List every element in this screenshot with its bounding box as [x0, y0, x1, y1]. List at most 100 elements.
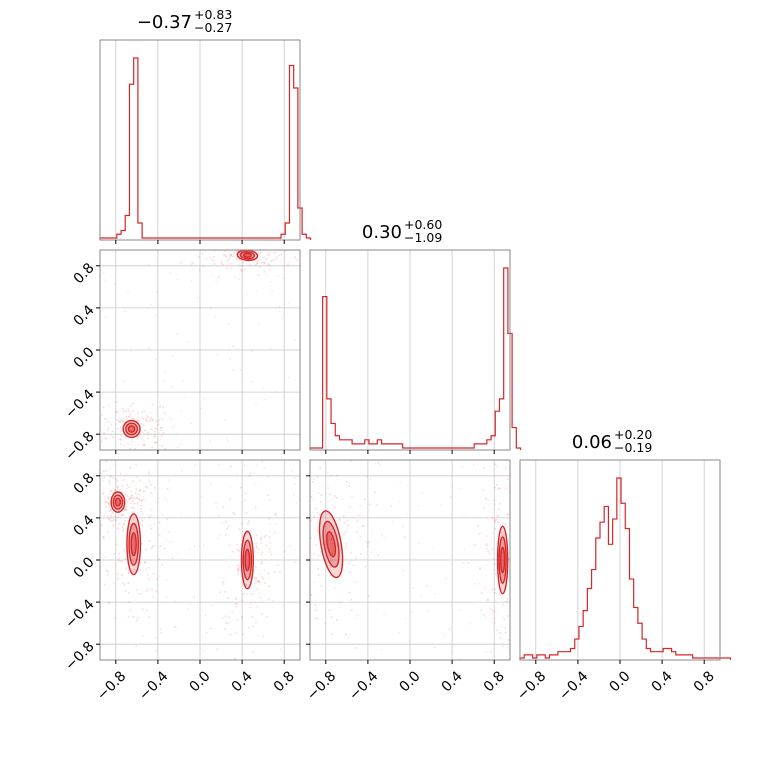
scatter-point — [226, 259, 229, 262]
scatter-point — [506, 477, 509, 480]
scatter-point — [175, 626, 177, 629]
scatter-point — [255, 602, 257, 604]
scatter-point — [275, 256, 278, 259]
scatter-point — [123, 444, 126, 447]
scatter-point — [287, 302, 290, 305]
scatter-point — [162, 406, 165, 409]
scatter-point — [223, 250, 226, 253]
scatter-point — [95, 494, 97, 496]
scatter-point — [307, 573, 309, 575]
scatter-point — [328, 493, 331, 496]
scatter-point — [346, 519, 349, 522]
scatter-point — [244, 254, 247, 257]
scatter-point — [408, 640, 411, 643]
scatter-point — [506, 614, 509, 617]
scatter-point — [130, 405, 133, 408]
scatter-point — [226, 241, 228, 243]
scatter-point — [232, 511, 235, 514]
scatter-point — [279, 260, 282, 262]
scatter-point — [493, 591, 496, 594]
scatter-point — [497, 508, 500, 511]
scatter-point — [213, 263, 216, 266]
scatter-point — [100, 524, 103, 527]
scatter-point — [74, 510, 76, 512]
scatter-point — [513, 394, 515, 396]
scatter-point — [257, 274, 260, 277]
scatter-point — [130, 494, 133, 497]
scatter-point — [266, 475, 269, 478]
scatter-point — [488, 552, 491, 555]
scatter-point — [116, 427, 119, 430]
scatter-point — [494, 588, 497, 591]
x-tick-label: 0.0 — [397, 668, 424, 695]
scatter-point — [366, 542, 369, 545]
scatter-point — [434, 592, 437, 595]
scatter-point — [148, 480, 151, 483]
scatter-point — [268, 268, 271, 271]
scatter-point — [142, 424, 145, 427]
scatter-point — [193, 545, 196, 548]
scatter-point — [296, 259, 299, 262]
scatter-point — [329, 436, 331, 438]
scatter-point — [105, 500, 108, 503]
scatter-point — [136, 435, 139, 438]
scatter-point — [497, 521, 500, 524]
scatter-point — [333, 495, 336, 498]
scatter-point — [260, 553, 263, 556]
scatter-point — [444, 577, 447, 580]
scatter-point — [269, 522, 271, 525]
scatter-point — [124, 558, 127, 561]
scatter-point — [254, 565, 257, 568]
scatter-point — [235, 473, 238, 475]
scatter-point — [268, 702, 270, 704]
scatter-point — [501, 642, 504, 645]
scatter-point — [122, 513, 125, 516]
scatter-point — [165, 596, 168, 599]
scatter-point — [306, 252, 308, 254]
scatter-point — [256, 588, 259, 591]
x-tick-label: 0.0 — [607, 668, 634, 695]
scatter-point — [254, 506, 257, 509]
scatter-point — [240, 616, 243, 619]
scatter-point — [135, 464, 138, 467]
scatter-point — [261, 576, 264, 579]
scatter-point — [505, 523, 508, 526]
scatter-point — [487, 550, 490, 553]
scatter-point — [229, 255, 232, 258]
scatter-point — [356, 614, 359, 617]
scatter-point — [175, 552, 178, 555]
scatter-point — [482, 488, 485, 491]
scatter-point — [143, 443, 146, 446]
scatter-point — [518, 530, 520, 532]
scatter-point — [227, 258, 230, 261]
scatter-point — [124, 410, 127, 413]
scatter-point — [234, 561, 237, 564]
scatter-point — [224, 615, 227, 618]
scatter-point — [317, 573, 320, 576]
scatter-point — [150, 428, 153, 431]
scatter-point — [235, 250, 238, 253]
scatter-point — [316, 530, 319, 533]
density-contour — [130, 532, 137, 557]
scatter-point — [95, 541, 97, 543]
scatter-point — [310, 495, 313, 498]
scatter-point — [355, 530, 358, 533]
scatter-point — [280, 253, 283, 256]
scatter-point — [262, 261, 265, 264]
scatter-point — [317, 568, 320, 571]
scatter-point — [131, 496, 134, 499]
scatter-point — [494, 521, 497, 524]
scatter-point — [498, 502, 501, 505]
scatter-point — [105, 460, 108, 463]
scatter-point — [463, 548, 466, 551]
scatter-point — [151, 545, 154, 548]
scatter-point — [511, 470, 513, 472]
scatter-point — [171, 557, 174, 560]
scatter-point — [345, 633, 348, 636]
scatter-point — [485, 599, 488, 602]
scatter-point — [260, 542, 263, 545]
scatter-point — [513, 624, 515, 626]
scatter-point — [107, 497, 110, 500]
scatter-point — [242, 592, 245, 595]
scatter-point — [141, 436, 144, 439]
